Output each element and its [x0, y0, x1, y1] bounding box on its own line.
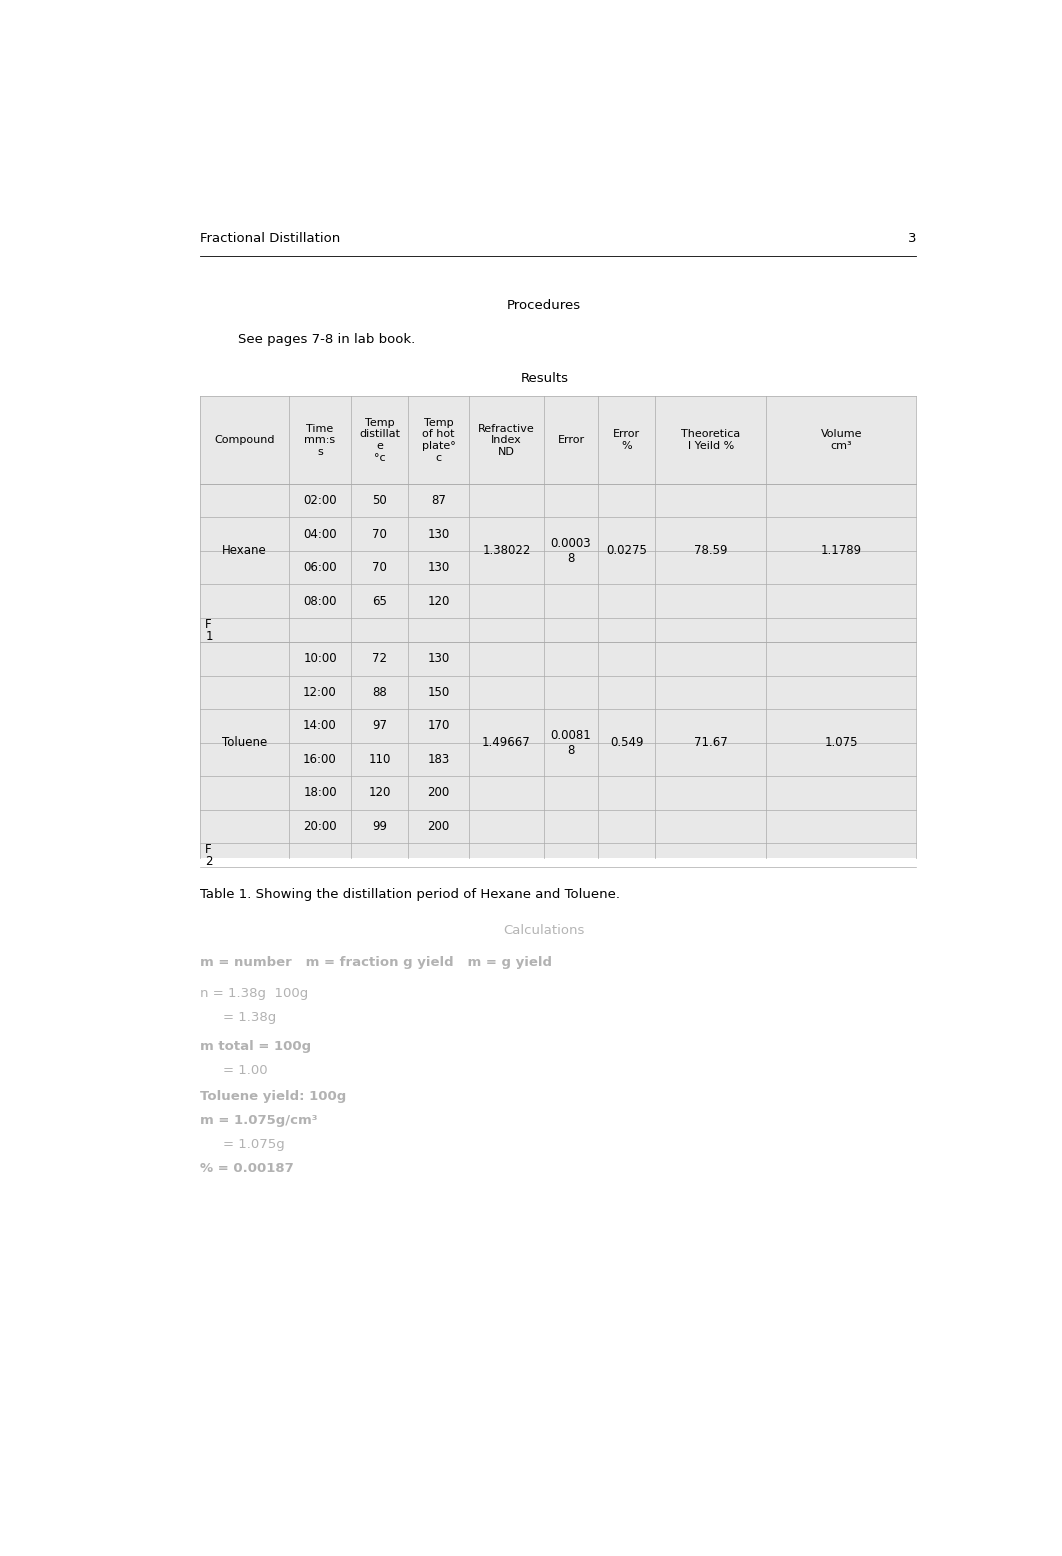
Text: 200: 200 [427, 820, 449, 832]
Text: Time
mm:s
s: Time mm:s s [305, 423, 336, 457]
Text: 02:00: 02:00 [303, 495, 337, 507]
Text: 18:00: 18:00 [303, 786, 337, 800]
Text: 65: 65 [372, 594, 388, 608]
Text: Volume
cm³: Volume cm³ [821, 429, 862, 451]
Text: 97: 97 [372, 719, 388, 733]
Text: 10:00: 10:00 [303, 652, 337, 666]
Text: 99: 99 [372, 820, 388, 832]
Text: 72: 72 [372, 652, 388, 666]
Text: 50: 50 [373, 495, 387, 507]
Text: = 1.075g: = 1.075g [223, 1137, 285, 1151]
Text: 120: 120 [427, 594, 449, 608]
Text: = 1.38g: = 1.38g [223, 1011, 276, 1024]
Text: 71.67: 71.67 [695, 736, 727, 748]
Text: F
1: F 1 [205, 618, 212, 643]
Text: 70: 70 [372, 527, 388, 540]
Text: 130: 130 [427, 562, 449, 574]
Text: 16:00: 16:00 [303, 753, 337, 766]
Text: Toluene yield: 100g: Toluene yield: 100g [201, 1091, 346, 1103]
Text: 3: 3 [908, 232, 917, 246]
Text: F
2: F 2 [205, 843, 212, 868]
Text: Hexane: Hexane [222, 545, 267, 557]
Text: m total = 100g: m total = 100g [201, 1039, 311, 1053]
Text: 14:00: 14:00 [303, 719, 337, 733]
Text: 183: 183 [427, 753, 449, 766]
Text: 0.0081
8: 0.0081 8 [551, 728, 592, 756]
Text: 20:00: 20:00 [303, 820, 337, 832]
Text: 12:00: 12:00 [303, 686, 337, 699]
Text: See pages 7-8 in lab book.: See pages 7-8 in lab book. [238, 333, 415, 345]
Text: Temp
of hot
plate°
c: Temp of hot plate° c [422, 417, 456, 462]
Text: Results: Results [520, 372, 568, 386]
Text: Theoretica
l Yeild %: Theoretica l Yeild % [682, 429, 740, 451]
Text: 04:00: 04:00 [303, 527, 337, 540]
Text: 1.075: 1.075 [825, 736, 858, 748]
Text: Calculations: Calculations [503, 924, 585, 937]
Text: 1.1789: 1.1789 [821, 545, 862, 557]
FancyBboxPatch shape [201, 397, 917, 857]
Text: = 1.00: = 1.00 [223, 1064, 268, 1077]
Text: Toluene: Toluene [222, 736, 268, 748]
Text: m = number   m = fraction g yield   m = g yield: m = number m = fraction g yield m = g yi… [201, 955, 552, 969]
Text: 06:00: 06:00 [303, 562, 337, 574]
Text: Error
%: Error % [613, 429, 640, 451]
Text: 88: 88 [373, 686, 387, 699]
Text: 120: 120 [369, 786, 391, 800]
Text: 0.0003
8: 0.0003 8 [551, 537, 592, 565]
Text: 70: 70 [372, 562, 388, 574]
Text: n = 1.38g  100g: n = 1.38g 100g [201, 987, 308, 1001]
Text: 08:00: 08:00 [304, 594, 337, 608]
Text: 110: 110 [369, 753, 391, 766]
Text: Procedures: Procedures [508, 299, 581, 313]
Text: Compound: Compound [215, 436, 275, 445]
Text: Refractive
Index
ND: Refractive Index ND [478, 423, 535, 457]
Text: 130: 130 [427, 652, 449, 666]
Text: 0.0275: 0.0275 [606, 545, 647, 557]
Text: % = 0.00187: % = 0.00187 [201, 1162, 294, 1175]
Text: m = 1.075g/cm³: m = 1.075g/cm³ [201, 1114, 318, 1127]
Text: 130: 130 [427, 527, 449, 540]
Text: 200: 200 [427, 786, 449, 800]
Text: 1.38022: 1.38022 [482, 545, 531, 557]
Text: Fractional Distillation: Fractional Distillation [201, 232, 341, 246]
Text: Table 1. Showing the distillation period of Hexane and Toluene.: Table 1. Showing the distillation period… [201, 887, 620, 901]
Text: 78.59: 78.59 [695, 545, 727, 557]
Text: 150: 150 [427, 686, 449, 699]
Text: Error: Error [558, 436, 584, 445]
Text: 170: 170 [427, 719, 449, 733]
Text: 87: 87 [431, 495, 446, 507]
Text: 0.549: 0.549 [610, 736, 644, 748]
Text: 1.49667: 1.49667 [482, 736, 531, 748]
Text: Temp
distillat
e
°c: Temp distillat e °c [359, 417, 400, 462]
